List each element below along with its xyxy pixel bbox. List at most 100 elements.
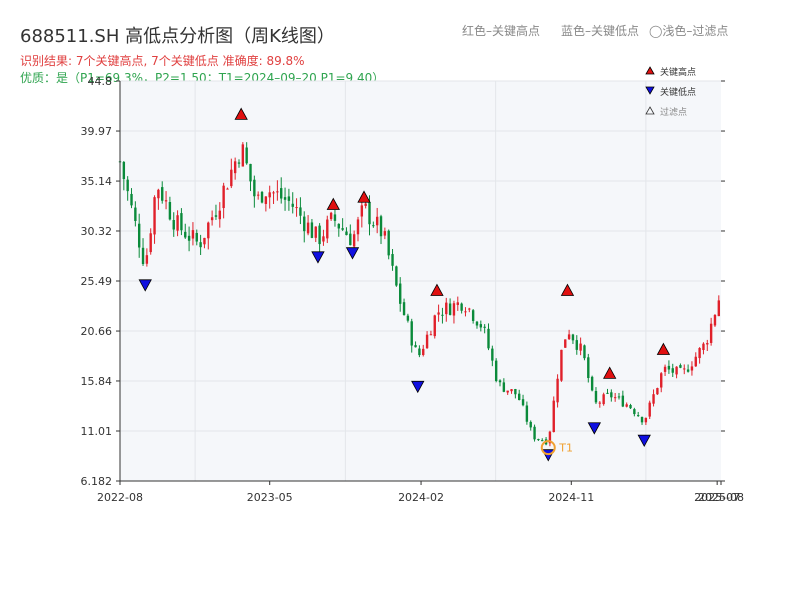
legend-low-marker xyxy=(645,86,655,95)
accuracy-text: 准确度: 89.8% xyxy=(222,54,305,68)
candle-body xyxy=(533,426,536,440)
candle-body xyxy=(268,192,271,198)
candle-body xyxy=(341,228,344,230)
candle-body xyxy=(395,266,398,286)
candle-body xyxy=(709,323,713,343)
candle-body xyxy=(583,345,586,359)
candle-body xyxy=(141,247,145,265)
candle-body xyxy=(675,366,678,375)
candle-body xyxy=(556,378,559,403)
candle-body xyxy=(483,326,486,328)
candle-body xyxy=(253,179,256,197)
candle-body xyxy=(280,188,283,199)
candle-body xyxy=(552,400,555,433)
candle-body xyxy=(360,205,364,217)
candle-body xyxy=(560,349,563,381)
candle-body xyxy=(506,390,509,393)
candle-body xyxy=(391,254,394,266)
candle-body xyxy=(249,163,252,182)
candle-body xyxy=(660,373,663,388)
candle-body xyxy=(372,225,375,227)
legend-filtered-marker xyxy=(645,106,655,115)
candle-body xyxy=(706,343,709,345)
candle-body xyxy=(564,339,567,348)
candle-body xyxy=(429,334,433,336)
x-tick-label: 2022-08 xyxy=(97,491,143,504)
candle-body xyxy=(322,236,325,242)
x-tick-label: 2025-07 xyxy=(694,491,740,504)
candle-body xyxy=(272,192,275,194)
x-tick-label: 2023-05 xyxy=(247,491,293,504)
key-high-marker xyxy=(430,283,444,296)
candle-body xyxy=(356,219,360,235)
candle-body xyxy=(352,234,356,247)
candle-body xyxy=(652,394,655,404)
tick-labels: 6.182 11.01 15.84 20.66 25.49 30.32 35.14 39.97… xyxy=(81,75,744,504)
candle-body xyxy=(445,302,448,315)
candle-body xyxy=(126,179,129,192)
candle-body xyxy=(694,356,697,367)
candle-body xyxy=(145,255,149,264)
candle-body xyxy=(191,230,195,239)
key-high-marker xyxy=(560,283,575,296)
candle-body xyxy=(306,222,310,234)
candle-body xyxy=(264,196,268,204)
candle-body xyxy=(187,235,191,241)
key-high-marker xyxy=(603,366,617,379)
y-tick-label: 25.49 xyxy=(81,275,113,288)
y-tick-label: 11.01 xyxy=(81,425,113,438)
candle-body xyxy=(326,219,329,239)
candle-body xyxy=(410,321,413,346)
key-low-marker xyxy=(138,279,152,292)
candle-body xyxy=(594,391,598,403)
candle-body xyxy=(130,193,133,206)
candle-body xyxy=(256,194,260,196)
candle-body xyxy=(137,223,141,248)
candle-body xyxy=(479,324,483,328)
candle-body xyxy=(514,389,517,395)
key-low-marker xyxy=(637,434,651,448)
candle-body xyxy=(134,207,137,221)
candle-body xyxy=(303,216,306,232)
candle-body xyxy=(625,404,628,407)
candle-body xyxy=(199,242,202,248)
y-tick-label: 44.8 xyxy=(88,75,113,88)
candle-body xyxy=(233,161,237,174)
top-legend-light: ◯浅色–过滤点 xyxy=(649,24,729,38)
candle-body xyxy=(464,311,467,313)
candle-body xyxy=(621,395,625,407)
key-high-marker xyxy=(357,190,371,203)
candle-body xyxy=(671,368,674,373)
candle-body xyxy=(122,162,126,180)
candle-body xyxy=(713,314,717,326)
candle-body xyxy=(333,214,337,221)
candle-body xyxy=(679,365,682,368)
candle-body xyxy=(310,222,314,238)
candle-body xyxy=(686,369,690,372)
candle-body xyxy=(180,213,183,231)
candle-body xyxy=(222,185,225,209)
key-high-marker xyxy=(234,107,248,120)
candle-body xyxy=(406,315,410,321)
candle-body xyxy=(214,215,218,217)
page-title: 688511.SH 高低点分析图（周K线图） xyxy=(20,26,335,47)
y-tick-label: 30.32 xyxy=(81,225,113,238)
candle-body xyxy=(383,231,387,236)
candle-body xyxy=(337,223,340,229)
candle-body xyxy=(425,334,429,349)
candle-body xyxy=(203,237,206,245)
candle-body xyxy=(683,368,686,370)
candle-body xyxy=(368,202,371,225)
candle-body xyxy=(629,405,632,409)
key-low-marker xyxy=(587,422,602,435)
candle-body xyxy=(667,365,671,370)
candle-body xyxy=(168,202,172,220)
candle-body xyxy=(579,343,582,351)
candle-body xyxy=(161,187,164,201)
key-markers: T1 xyxy=(138,107,671,462)
candle-body xyxy=(237,162,241,164)
candle-body xyxy=(648,402,651,417)
candle-body xyxy=(633,409,636,415)
candle-body xyxy=(226,188,229,190)
